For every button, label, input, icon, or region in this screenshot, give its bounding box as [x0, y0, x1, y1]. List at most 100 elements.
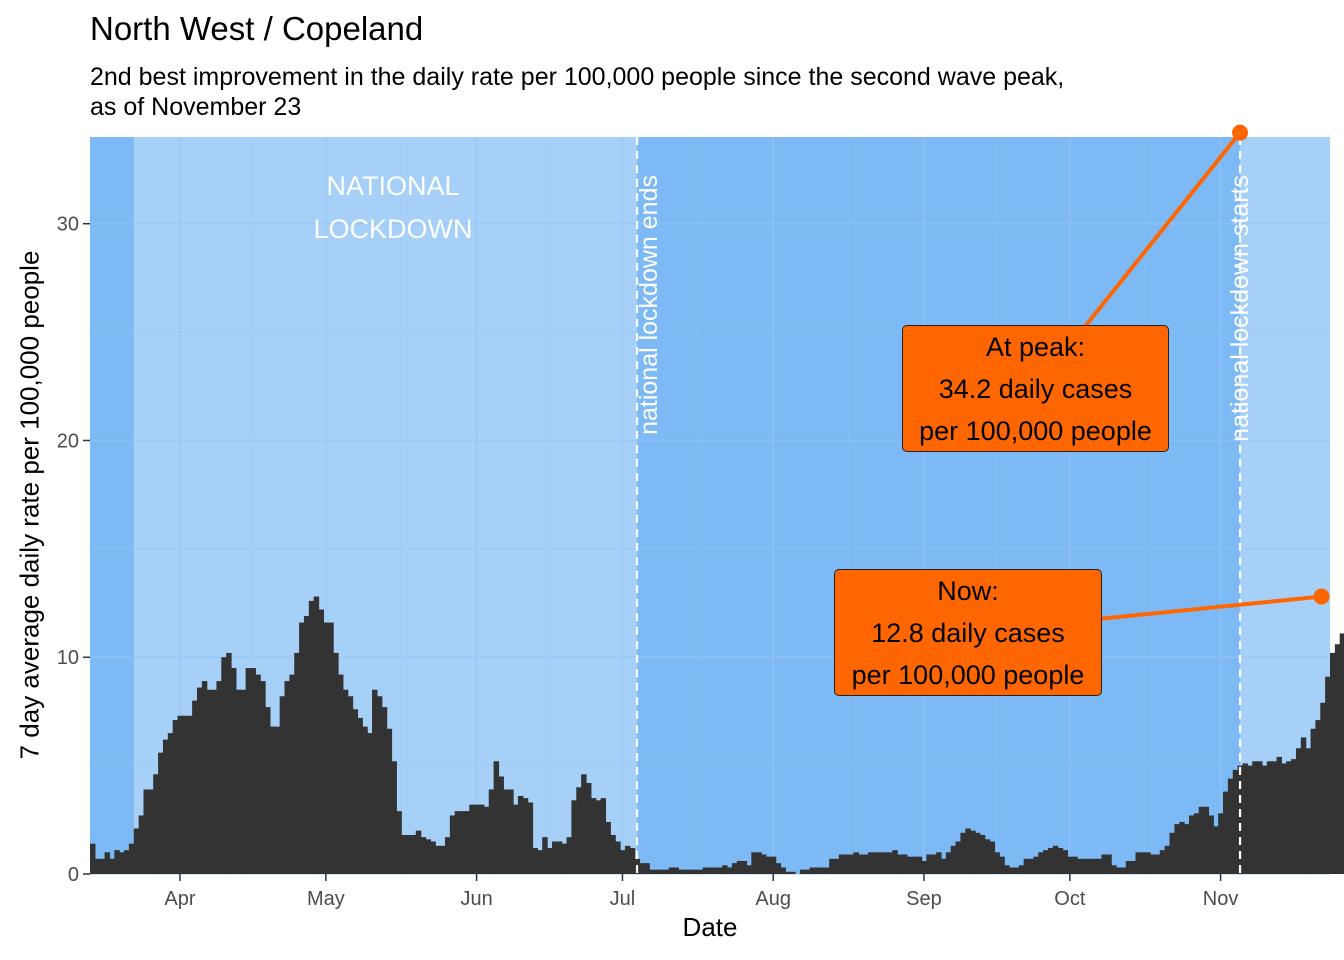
- bar: [1033, 856, 1039, 874]
- y-tick-label: 0: [68, 864, 79, 886]
- bar: [347, 696, 354, 874]
- bar: [921, 860, 927, 874]
- bar: [926, 854, 932, 874]
- bar: [1023, 858, 1030, 874]
- bar: [235, 689, 242, 874]
- bar: [571, 800, 577, 874]
- bar: [829, 858, 835, 874]
- bar: [196, 687, 203, 874]
- bar: [1091, 858, 1098, 874]
- bar: [1062, 850, 1069, 874]
- bar: [668, 867, 675, 874]
- bar: [216, 681, 222, 874]
- bar: [586, 782, 592, 874]
- bar: [838, 854, 845, 874]
- bar: [201, 681, 208, 874]
- bar: [989, 841, 996, 874]
- bar: [761, 854, 767, 874]
- bar: [673, 867, 679, 874]
- bar: [911, 856, 918, 874]
- bar: [897, 854, 903, 874]
- axes: 0 10 20 30 Apr May Jun Jul Aug Sep Oct Nov: [57, 214, 1239, 910]
- bar: [595, 800, 602, 874]
- bar: [814, 867, 821, 874]
- bar: [1266, 761, 1273, 874]
- bar: [338, 674, 344, 874]
- bar: [124, 850, 130, 874]
- bar: [1261, 765, 1268, 874]
- bar: [1174, 824, 1180, 874]
- bar: [581, 774, 587, 874]
- bar: [474, 804, 480, 874]
- bar: [979, 834, 986, 874]
- bar: [265, 707, 271, 874]
- bar: [561, 843, 568, 874]
- bar: [114, 850, 120, 874]
- y-tick-label: 10: [57, 647, 79, 669]
- bar: [250, 668, 256, 874]
- bar: [138, 815, 145, 874]
- bar: [1140, 852, 1146, 874]
- peak-callout-line-2: 34.2 daily cases: [938, 374, 1133, 404]
- bar: [133, 828, 140, 874]
- bar: [488, 789, 495, 874]
- bar-series: [90, 596, 1344, 874]
- bar: [221, 657, 227, 874]
- bar: [712, 867, 718, 874]
- bar: [960, 832, 966, 874]
- x-tick-label: May: [307, 888, 345, 910]
- bar: [406, 834, 412, 874]
- bar: [872, 852, 879, 874]
- bar: [547, 847, 553, 874]
- bar: [741, 860, 748, 874]
- bar: [410, 834, 417, 874]
- bar: [834, 858, 840, 874]
- bar: [1018, 865, 1025, 874]
- bar: [1135, 852, 1141, 874]
- bar: [1339, 633, 1344, 874]
- bar: [1310, 728, 1317, 874]
- bar: [119, 852, 125, 874]
- bar: [479, 804, 485, 874]
- bar: [517, 795, 524, 874]
- peak-callout: At peak: 34.2 daily cases per 100,000 pe…: [902, 325, 1169, 452]
- lockdown-band-label-line: NATIONAL: [326, 171, 459, 201]
- bar: [605, 821, 611, 874]
- bar: [746, 865, 752, 874]
- bar: [430, 841, 436, 874]
- subtitle-line-1: 2nd best improvement in the daily rate p…: [90, 63, 1065, 91]
- bar: [483, 806, 490, 874]
- subtitle-line-2: as of November 23: [90, 93, 302, 121]
- bar: [931, 854, 937, 874]
- bar: [751, 852, 757, 874]
- bar: [420, 837, 427, 874]
- bar: [90, 843, 96, 874]
- lockdown-band-label: NATIONAL LOCKDOWN: [313, 171, 472, 244]
- bar: [1101, 854, 1107, 874]
- bar: [391, 761, 397, 874]
- bar: [620, 850, 626, 874]
- bar: [1198, 806, 1205, 874]
- bar: [1286, 761, 1292, 874]
- bar: [279, 696, 286, 874]
- bar: [999, 856, 1005, 874]
- bar: [1120, 867, 1127, 874]
- bar: [158, 752, 164, 874]
- bar: [624, 845, 631, 874]
- bar: [527, 802, 534, 874]
- bar: [372, 689, 378, 874]
- x-tick-label: Apr: [164, 888, 195, 910]
- peak-callout-line-3: per 100,000 people: [919, 416, 1152, 446]
- bar: [182, 715, 188, 874]
- bar: [658, 869, 665, 874]
- bar: [1145, 852, 1151, 874]
- bar: [1257, 761, 1263, 874]
- bar: [255, 674, 261, 874]
- bar: [352, 709, 359, 874]
- bar: [187, 715, 193, 874]
- bar: [1096, 858, 1103, 874]
- bar: [970, 830, 976, 874]
- bar: [610, 834, 616, 874]
- x-tick-label: Sep: [906, 888, 942, 910]
